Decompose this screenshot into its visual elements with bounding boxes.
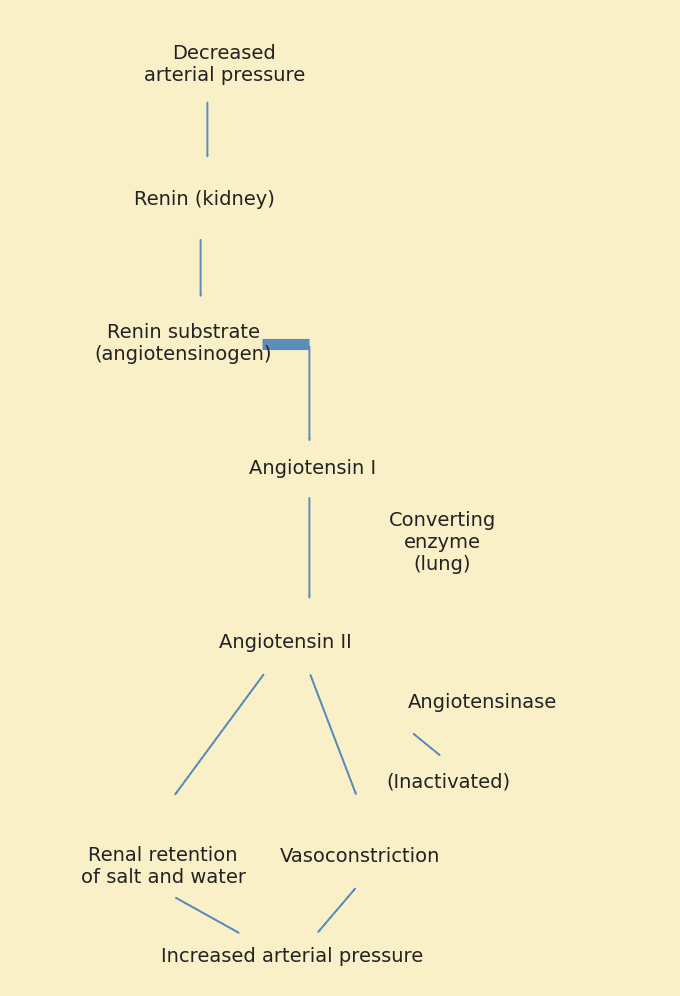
Text: Angiotensin I: Angiotensin I: [250, 458, 376, 478]
Text: Renin (kidney): Renin (kidney): [133, 189, 275, 209]
Text: Increased arterial pressure: Increased arterial pressure: [161, 946, 424, 966]
Text: Decreased
arterial pressure: Decreased arterial pressure: [143, 44, 305, 86]
Text: Renin substrate
(angiotensinogen): Renin substrate (angiotensinogen): [95, 323, 273, 365]
Text: Vasoconstriction: Vasoconstriction: [280, 847, 441, 867]
Text: (Inactivated): (Inactivated): [387, 772, 511, 792]
Text: Angiotensinase: Angiotensinase: [408, 692, 558, 712]
Text: Angiotensin II: Angiotensin II: [219, 632, 352, 652]
Text: Converting
enzyme
(lung): Converting enzyme (lung): [388, 511, 496, 575]
Text: Renal retention
of salt and water: Renal retention of salt and water: [81, 846, 245, 887]
